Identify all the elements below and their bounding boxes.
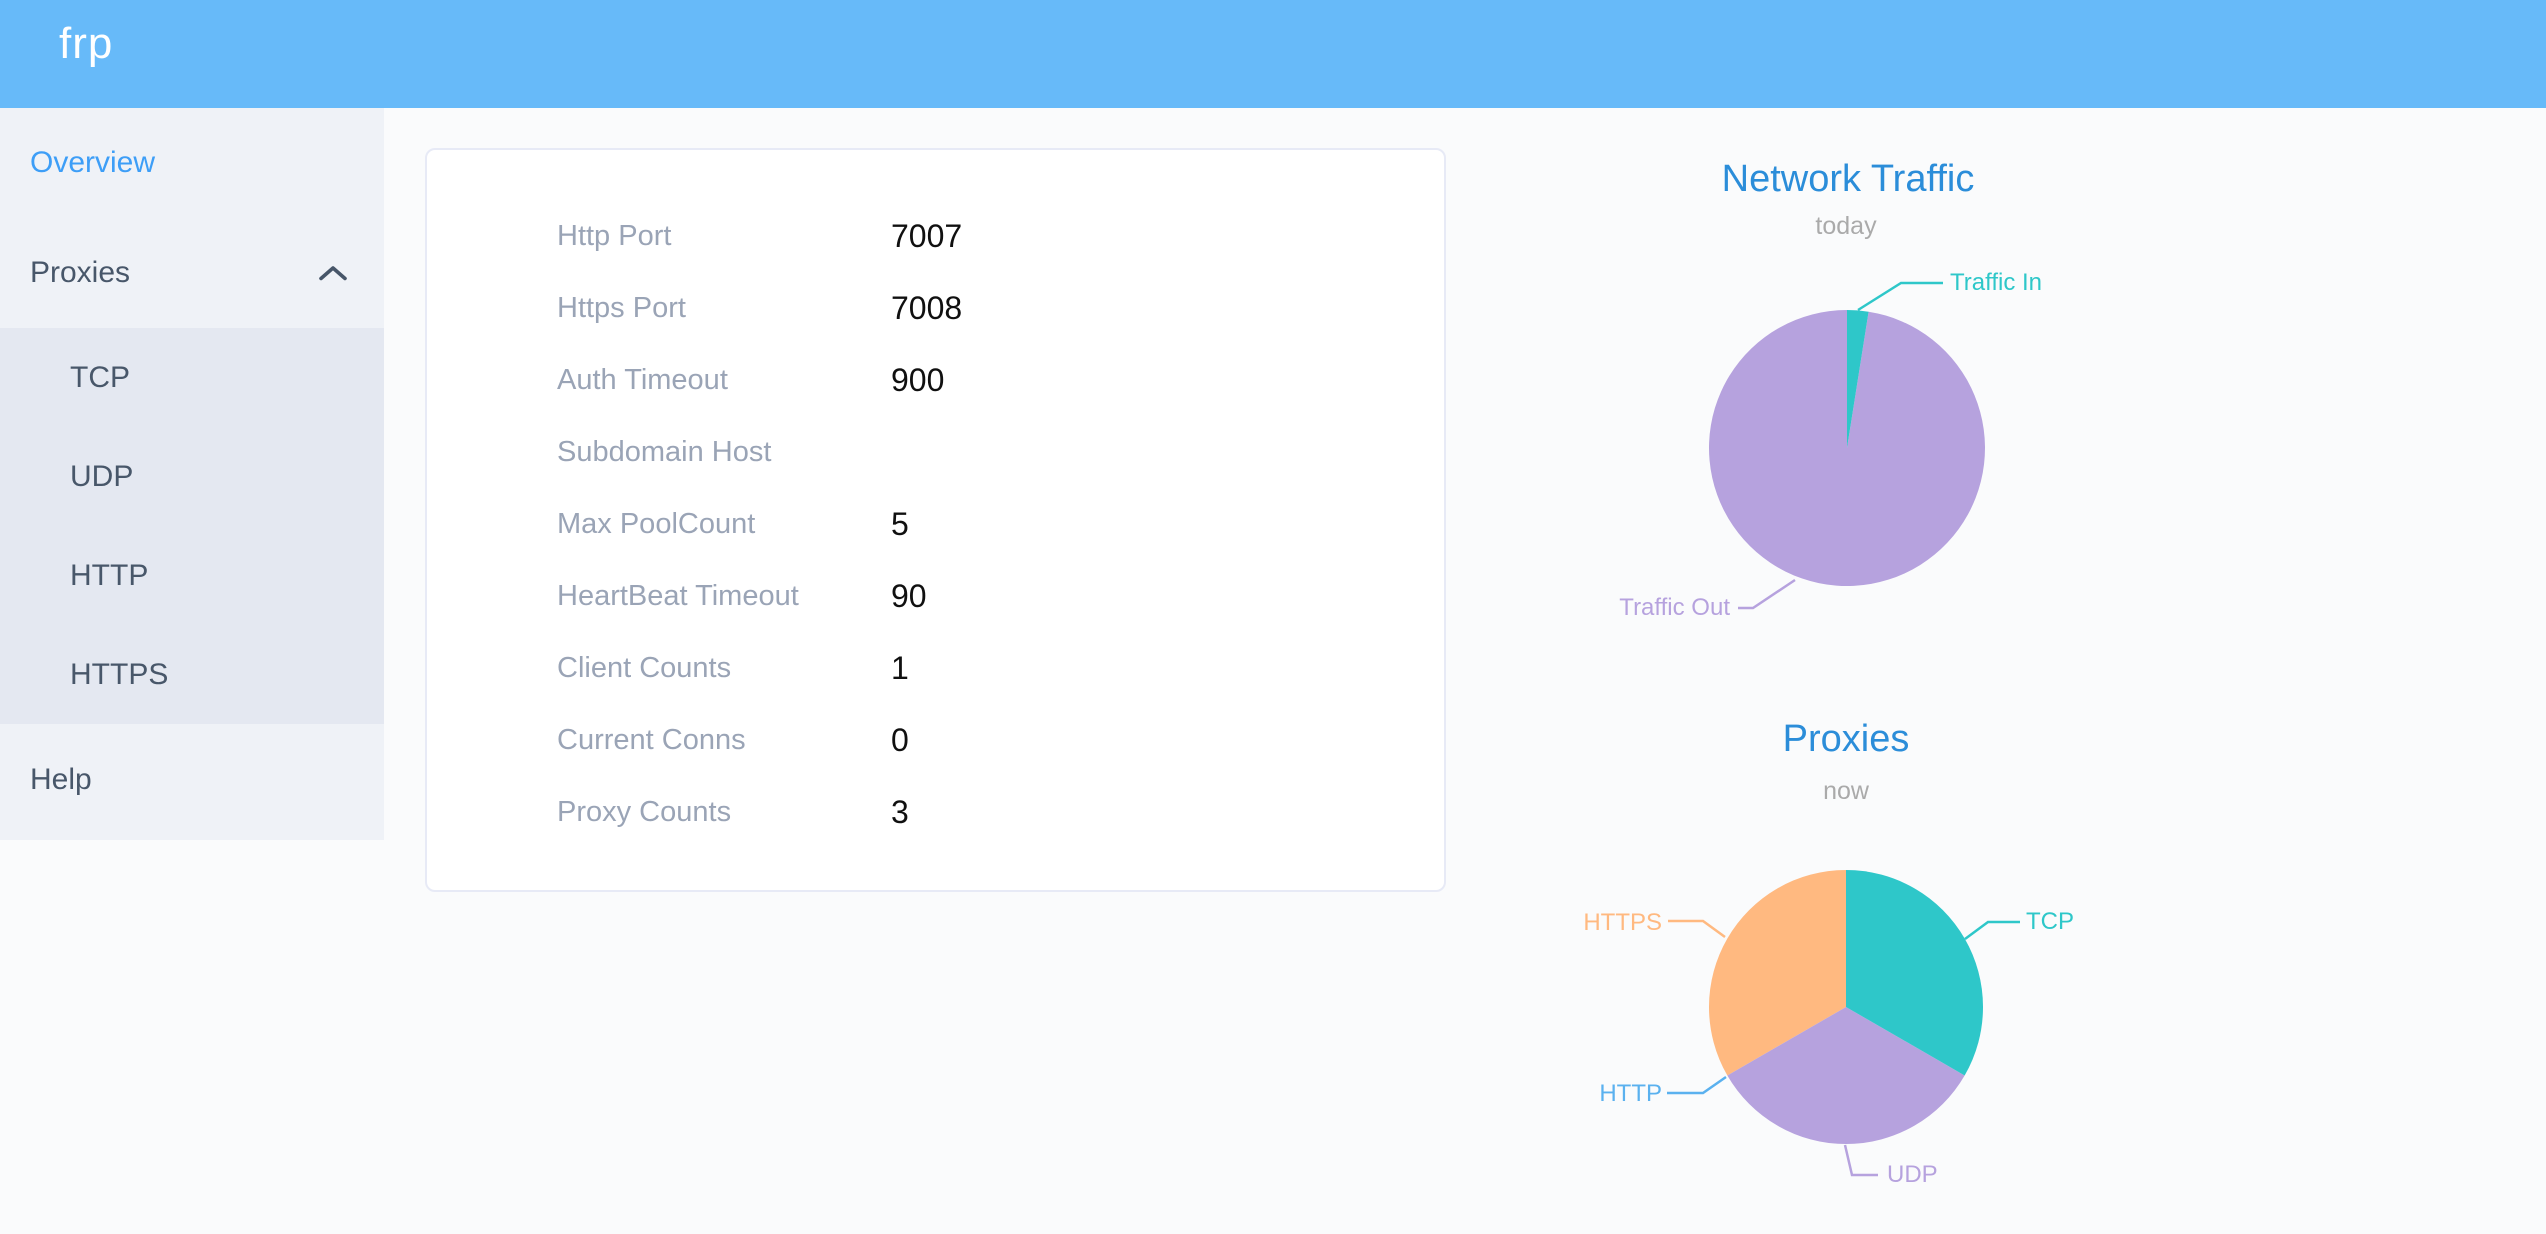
- udp-leader-line: [1843, 1144, 1878, 1177]
- info-row: Subdomain Host: [427, 416, 1444, 488]
- proxies-title: Proxies: [1782, 718, 1910, 760]
- sidebar-item-http[interactable]: HTTP: [0, 526, 384, 625]
- app-logo: frp: [59, 19, 114, 68]
- info-row: HeartBeat Timeout 90: [427, 560, 1444, 632]
- info-row: Https Port 7008: [427, 272, 1444, 344]
- info-label: Auth Timeout: [557, 363, 728, 396]
- info-value: 900: [891, 361, 945, 398]
- info-label: Proxy Counts: [557, 795, 732, 828]
- info-value: 1: [891, 649, 909, 686]
- tcp-leader-line: [1964, 920, 2020, 941]
- info-row: Http Port 7007: [427, 200, 1444, 272]
- sidebar-item-proxies[interactable]: Proxies: [0, 218, 384, 328]
- info-value: 7008: [891, 289, 963, 326]
- traffic-out-label: Traffic Out: [1619, 594, 1730, 621]
- sidebar: Overview Proxies TCP UDP HTTP HTTPS Help: [0, 108, 384, 840]
- pie-slice-traffic-out[interactable]: [1708, 310, 1985, 586]
- sidebar-item-label: UDP: [70, 459, 134, 493]
- info-label: Subdomain Host: [557, 435, 772, 468]
- info-label: HeartBeat Timeout: [557, 579, 799, 612]
- http-label: HTTP: [1599, 1080, 1662, 1107]
- info-row: Auth Timeout 900: [427, 344, 1444, 416]
- sidebar-item-label: Help: [30, 762, 92, 796]
- http-leader-line: [1667, 1075, 1727, 1095]
- info-row: Max PoolCount 5: [427, 488, 1444, 560]
- pie-slice-udp[interactable]: [1727, 1007, 1965, 1145]
- info-value: 3: [891, 793, 909, 830]
- pie-slice-tcp[interactable]: [1846, 870, 1984, 1076]
- sidebar-item-label: HTTP: [70, 558, 149, 592]
- pie-slice-https[interactable]: [1708, 870, 1846, 1076]
- proxies-pie-chart: [1667, 870, 2020, 1177]
- server-info-card: Http Port 7007 Https Port 7008 Auth Time…: [425, 148, 1446, 892]
- sidebar-item-overview[interactable]: Overview: [0, 108, 384, 218]
- sidebar-item-label: Proxies: [30, 256, 131, 289]
- info-row: Current Conns 0: [427, 704, 1444, 776]
- https-leader-line: [1668, 919, 1726, 939]
- info-label: Client Counts: [557, 651, 732, 684]
- info-value: 7007: [891, 217, 963, 254]
- pie-slice-traffic-in[interactable]: [1847, 310, 1869, 448]
- info-label: Https Port: [557, 291, 686, 324]
- sidebar-item-label: HTTPS: [70, 657, 169, 691]
- info-value: 90: [891, 577, 927, 614]
- network-traffic-title: Network Traffic: [1721, 158, 1975, 200]
- info-label: Max PoolCount: [557, 507, 756, 540]
- traffic-in-label: Traffic In: [1950, 269, 2043, 296]
- sidebar-item-label: TCP: [70, 360, 130, 394]
- tcp-label: TCP: [2026, 908, 2074, 935]
- proxies-subtitle: now: [1823, 777, 1869, 805]
- network-traffic-subtitle: today: [1815, 212, 1877, 240]
- info-value: 0: [891, 721, 909, 758]
- info-row: Proxy Counts 3: [427, 776, 1444, 848]
- udp-label: UDP: [1887, 1161, 1938, 1188]
- sidebar-item-https[interactable]: HTTPS: [0, 625, 384, 724]
- sidebar-item-help[interactable]: Help: [0, 724, 384, 835]
- info-row: Client Counts 1: [427, 632, 1444, 704]
- traffic-out-leader-line: [1738, 578, 1796, 610]
- app-header: frp: [0, 0, 2546, 108]
- sidebar-item-tcp[interactable]: TCP: [0, 328, 384, 427]
- sidebar-item-label: Overview: [30, 146, 156, 179]
- server-info-rows: Http Port 7007 Https Port 7008 Auth Time…: [427, 200, 1444, 848]
- traffic-in-leader-line: [1857, 281, 1943, 312]
- proxies-submenu: TCP UDP HTTP HTTPS: [0, 328, 384, 724]
- chevron-up-icon[interactable]: [318, 264, 348, 282]
- info-value: 5: [891, 505, 909, 542]
- https-label: HTTPS: [1583, 909, 1662, 936]
- sidebar-item-udp[interactable]: UDP: [0, 427, 384, 526]
- network-traffic-pie-chart: [1708, 281, 1985, 610]
- info-label: Http Port: [557, 219, 672, 252]
- info-label: Current Conns: [557, 723, 746, 756]
